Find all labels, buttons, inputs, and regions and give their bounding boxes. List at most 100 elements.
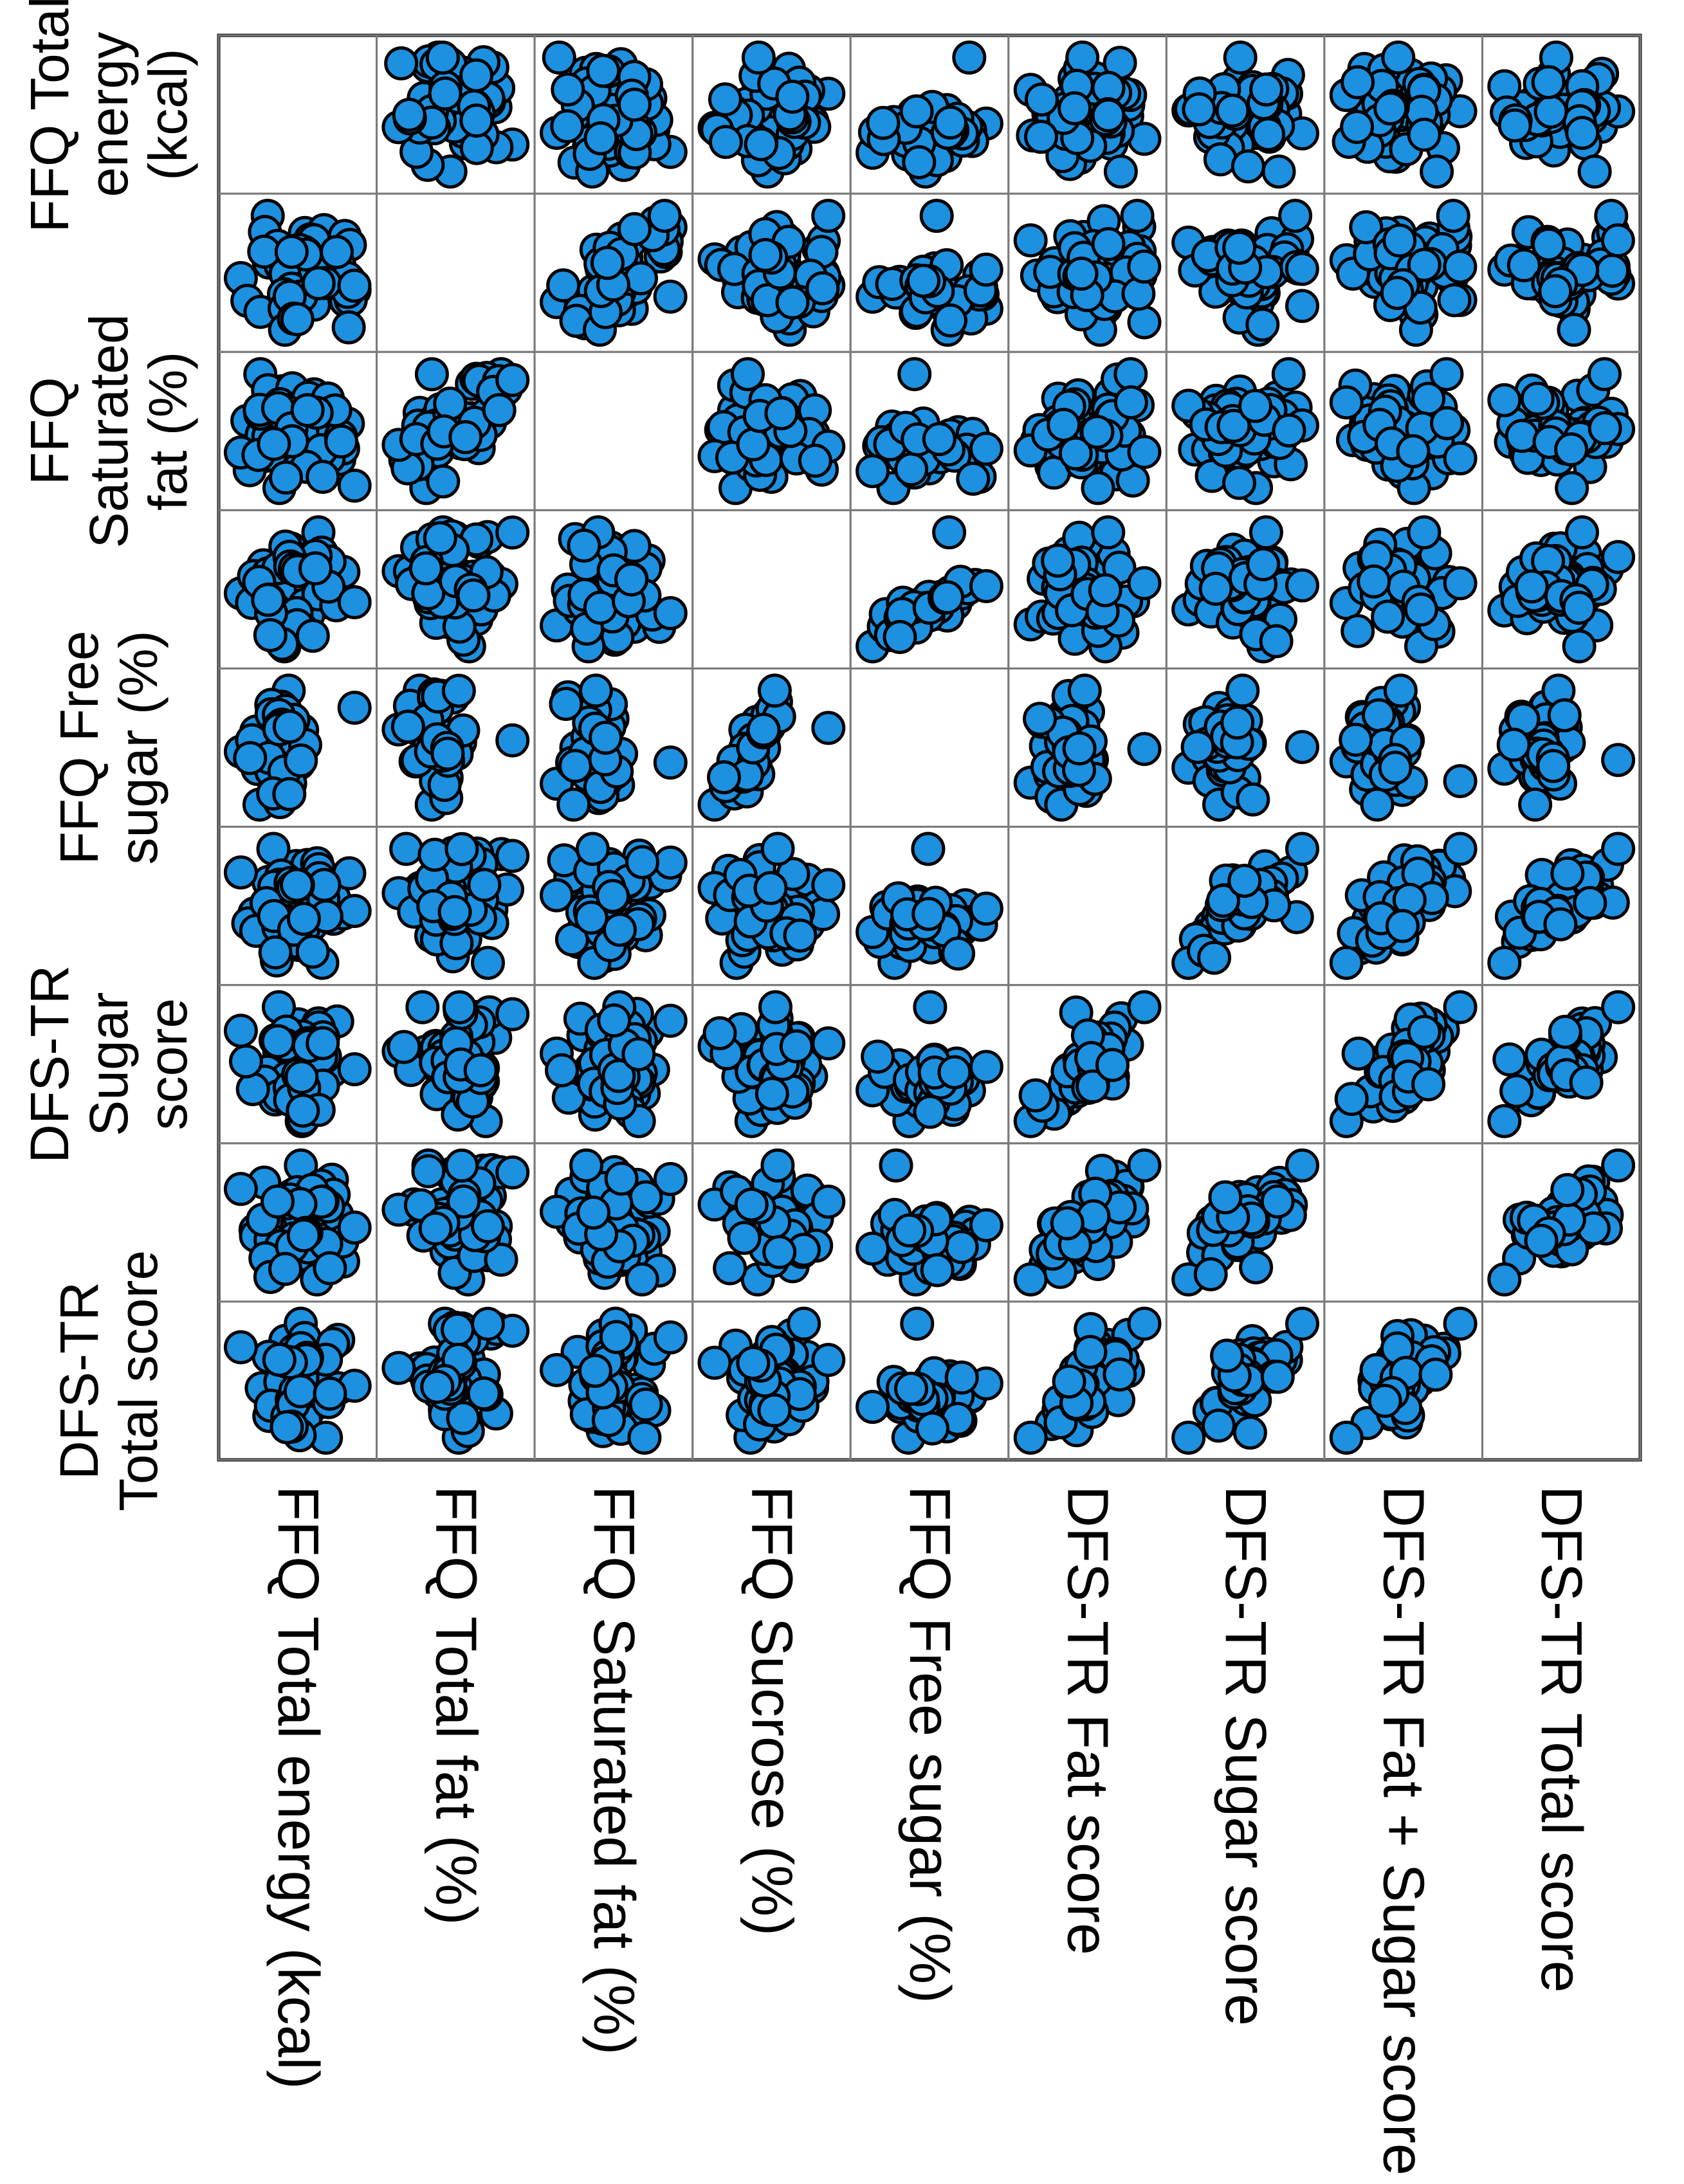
data-point bbox=[251, 583, 286, 617]
data-point bbox=[495, 997, 530, 1032]
data-point bbox=[262, 1342, 297, 1377]
data-point bbox=[952, 41, 987, 75]
data-point bbox=[1443, 1306, 1478, 1341]
data-point bbox=[937, 1055, 972, 1089]
data-point bbox=[1210, 1338, 1245, 1373]
data-point bbox=[1041, 543, 1075, 578]
data-point bbox=[1052, 1364, 1086, 1399]
matrix-cell bbox=[533, 34, 694, 195]
data-point bbox=[727, 1221, 762, 1255]
data-point bbox=[811, 1026, 846, 1060]
row-label-line: energy bbox=[78, 32, 139, 197]
matrix-cell bbox=[691, 350, 852, 511]
matrix-cell bbox=[1481, 192, 1642, 353]
data-point bbox=[1249, 72, 1284, 107]
data-point bbox=[899, 94, 934, 129]
data-point bbox=[1127, 250, 1162, 284]
data-point bbox=[933, 303, 967, 338]
data-point bbox=[306, 460, 340, 494]
column-label: FFQ Free sugar (%) bbox=[897, 1486, 962, 2003]
data-point bbox=[713, 1251, 747, 1286]
data-point bbox=[1349, 210, 1384, 244]
data-point bbox=[621, 1037, 656, 1071]
data-point bbox=[583, 590, 618, 625]
data-point bbox=[1216, 408, 1251, 443]
data-point bbox=[731, 357, 765, 392]
row-label-line: DFS-TR bbox=[49, 1282, 109, 1480]
data-point bbox=[811, 1185, 846, 1219]
data-point bbox=[1064, 257, 1099, 291]
data-point bbox=[783, 918, 818, 953]
data-point bbox=[911, 896, 946, 931]
data-point bbox=[911, 832, 946, 866]
data-point bbox=[1208, 1180, 1243, 1215]
matrix-cell bbox=[217, 1300, 378, 1461]
data-point bbox=[617, 212, 652, 246]
data-point bbox=[628, 1387, 663, 1422]
matrix-cell bbox=[376, 826, 536, 987]
data-point bbox=[625, 845, 659, 880]
data-point bbox=[1278, 199, 1313, 233]
column-label-text: DFS-TR Fat score bbox=[1056, 1486, 1120, 1955]
data-point bbox=[1215, 93, 1250, 128]
data-point bbox=[603, 913, 637, 947]
data-point bbox=[1499, 1074, 1534, 1108]
data-point bbox=[444, 1148, 479, 1183]
matrix-cell bbox=[1165, 350, 1326, 511]
data-point bbox=[1222, 230, 1257, 265]
data-point bbox=[411, 1154, 446, 1188]
data-point bbox=[811, 868, 846, 902]
data-point bbox=[969, 891, 1003, 926]
data-point bbox=[1381, 41, 1416, 75]
row-label-line: Sugar bbox=[78, 992, 139, 1136]
data-point bbox=[408, 551, 443, 586]
data-point bbox=[1538, 274, 1573, 309]
column-label: DFS-TR Fat + Sugar score bbox=[1371, 1486, 1436, 2176]
data-point bbox=[1013, 1421, 1048, 1455]
data-point bbox=[495, 1155, 530, 1190]
data-point bbox=[1127, 305, 1162, 340]
data-point bbox=[897, 357, 932, 392]
data-point bbox=[470, 1209, 505, 1244]
data-point bbox=[599, 1320, 634, 1354]
data-point bbox=[1075, 1069, 1110, 1104]
data-point bbox=[280, 302, 315, 336]
data-point bbox=[280, 868, 314, 902]
data-point bbox=[466, 1376, 501, 1411]
data-point bbox=[1418, 1358, 1453, 1392]
data-point bbox=[390, 709, 425, 744]
data-point bbox=[1285, 1148, 1319, 1183]
data-point bbox=[1193, 1257, 1228, 1291]
data-point bbox=[286, 1218, 321, 1253]
data-point bbox=[653, 596, 688, 630]
data-point bbox=[1600, 223, 1635, 258]
data-point bbox=[736, 1345, 771, 1380]
data-point bbox=[337, 1052, 372, 1087]
data-point bbox=[915, 1411, 949, 1446]
data-point bbox=[614, 562, 648, 597]
data-point bbox=[922, 422, 956, 457]
data-point bbox=[1550, 1173, 1585, 1207]
data-point bbox=[1588, 357, 1622, 392]
data-point bbox=[1238, 388, 1272, 423]
matrix-cell bbox=[1007, 34, 1167, 195]
data-point bbox=[625, 1262, 659, 1297]
matrix-cell bbox=[1165, 34, 1326, 195]
data-point bbox=[1429, 357, 1464, 392]
data-point bbox=[1601, 743, 1636, 778]
data-point bbox=[444, 832, 479, 866]
matrix-cell bbox=[691, 192, 852, 353]
data-point bbox=[1518, 787, 1553, 822]
column-label: DFS-TR Total score bbox=[1529, 1486, 1593, 1993]
data-point bbox=[1232, 1415, 1267, 1450]
data-point bbox=[1259, 624, 1294, 659]
data-point bbox=[1095, 1048, 1130, 1082]
data-point bbox=[1206, 884, 1240, 918]
data-point bbox=[811, 1343, 846, 1378]
data-point bbox=[392, 98, 426, 132]
plot-area bbox=[217, 33, 1642, 1462]
data-point bbox=[1506, 248, 1541, 282]
row-label-line: FFQ bbox=[19, 377, 80, 485]
matrix-cell bbox=[1007, 667, 1167, 828]
data-point bbox=[902, 145, 937, 179]
